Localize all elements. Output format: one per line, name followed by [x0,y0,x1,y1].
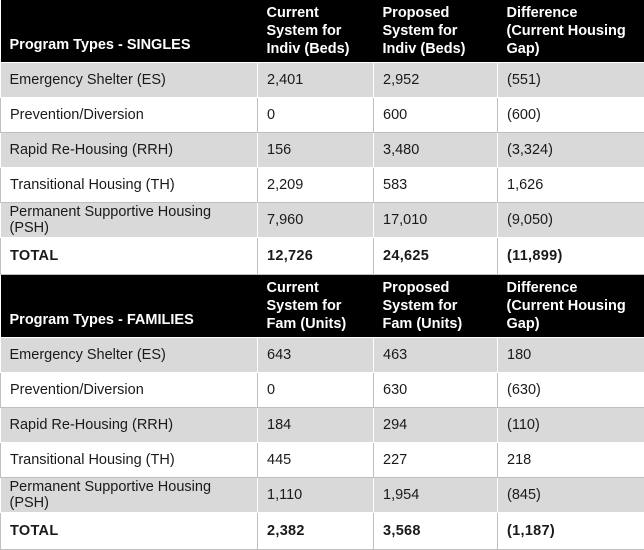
difference-value-cell: 180 [498,338,644,373]
singles-header-row: Program Types - SINGLES Current System f… [1,0,644,63]
table-row: Prevention/Diversion 0 600 (600) [1,98,644,133]
families-program-types-header: Program Types - FAMILIES [1,275,258,338]
current-value-cell: 0 [258,98,374,133]
proposed-value-cell: 17,010 [374,203,498,238]
total-label: TOTAL [1,238,258,275]
table-row: Transitional Housing (TH) 2,209 583 1,62… [1,168,644,203]
proposed-value-cell: 1,954 [374,478,498,513]
proposed-value-cell: 294 [374,408,498,443]
difference-value-cell: (3,324) [498,133,644,168]
proposed-value-cell: 600 [374,98,498,133]
families-header-row: Program Types - FAMILIES Current System … [1,275,644,338]
proposed-value-cell: 583 [374,168,498,203]
families-proposed-header: Proposed System for Fam (Units) [374,275,498,338]
difference-value-cell: 1,626 [498,168,644,203]
table-row: Permanent Supportive Housing (PSH) 1,110… [1,478,644,513]
current-value-cell: 184 [258,408,374,443]
table-row: Permanent Supportive Housing (PSH) 7,960… [1,203,644,238]
program-type-cell: Prevention/Diversion [1,373,258,408]
table-row: Prevention/Diversion 0 630 (630) [1,373,644,408]
difference-value-cell: (551) [498,63,644,98]
proposed-value-cell: 2,952 [374,63,498,98]
table-row: Rapid Re-Housing (RRH) 184 294 (110) [1,408,644,443]
difference-value-cell: 218 [498,443,644,478]
difference-value-cell: (630) [498,373,644,408]
current-value-cell: 7,960 [258,203,374,238]
program-type-cell: Prevention/Diversion [1,98,258,133]
table-row: Emergency Shelter (ES) 643 463 180 [1,338,644,373]
program-type-cell: Emergency Shelter (ES) [1,338,258,373]
program-type-cell: Emergency Shelter (ES) [1,63,258,98]
total-difference-value: (11,899) [498,238,644,275]
current-value-cell: 1,110 [258,478,374,513]
difference-value-cell: (600) [498,98,644,133]
total-proposed-value: 3,568 [374,513,498,550]
total-current-value: 2,382 [258,513,374,550]
proposed-value-cell: 463 [374,338,498,373]
singles-proposed-header: Proposed System for Indiv (Beds) [374,0,498,63]
program-type-cell: Rapid Re-Housing (RRH) [1,408,258,443]
current-value-cell: 643 [258,338,374,373]
difference-value-cell: (845) [498,478,644,513]
current-value-cell: 2,401 [258,63,374,98]
total-proposed-value: 24,625 [374,238,498,275]
families-difference-header: Difference (Current Housing Gap) [498,275,644,338]
current-value-cell: 0 [258,373,374,408]
current-value-cell: 156 [258,133,374,168]
families-total-row: TOTAL 2,382 3,568 (1,187) [1,513,644,550]
program-type-cell: Rapid Re-Housing (RRH) [1,133,258,168]
current-value-cell: 445 [258,443,374,478]
program-type-cell: Permanent Supportive Housing (PSH) [1,478,258,513]
total-label: TOTAL [1,513,258,550]
difference-value-cell: (9,050) [498,203,644,238]
difference-value-cell: (110) [498,408,644,443]
total-difference-value: (1,187) [498,513,644,550]
proposed-value-cell: 630 [374,373,498,408]
table-row: Transitional Housing (TH) 445 227 218 [1,443,644,478]
table-row: Emergency Shelter (ES) 2,401 2,952 (551) [1,63,644,98]
singles-total-row: TOTAL 12,726 24,625 (11,899) [1,238,644,275]
program-type-cell: Transitional Housing (TH) [1,168,258,203]
singles-current-header: Current System for Indiv (Beds) [258,0,374,63]
current-value-cell: 2,209 [258,168,374,203]
singles-program-types-header: Program Types - SINGLES [1,0,258,63]
table-row: Rapid Re-Housing (RRH) 156 3,480 (3,324) [1,133,644,168]
program-type-cell: Permanent Supportive Housing (PSH) [1,203,258,238]
singles-difference-header: Difference (Current Housing Gap) [498,0,644,63]
proposed-value-cell: 227 [374,443,498,478]
total-current-value: 12,726 [258,238,374,275]
program-type-cell: Transitional Housing (TH) [1,443,258,478]
proposed-value-cell: 3,480 [374,133,498,168]
families-current-header: Current System for Fam (Units) [258,275,374,338]
